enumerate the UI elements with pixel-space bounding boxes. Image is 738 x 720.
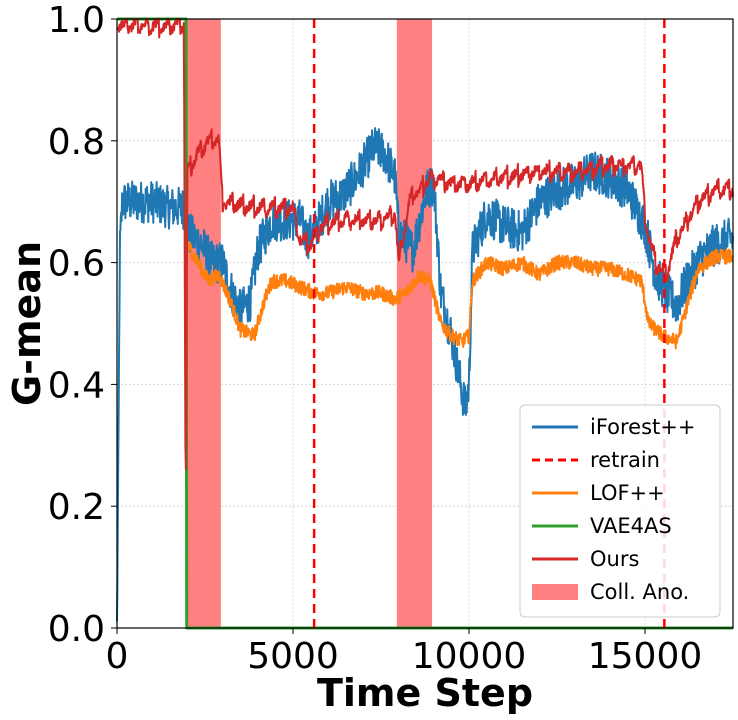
y-tick-label: 0.6 (48, 244, 105, 285)
x-axis-label: Time Step (317, 671, 533, 715)
collective-anomaly-bands (185, 19, 433, 628)
collective-anomaly-band (396, 19, 433, 628)
legend-label: LOF++ (590, 481, 665, 505)
x-tick-label: 0 (106, 636, 129, 677)
legend-box (519, 404, 721, 618)
legend-label: Ours (590, 547, 639, 571)
x-tick-label: 10000 (412, 636, 527, 677)
legend-label: iForest++ (590, 415, 695, 439)
legend-swatch (532, 584, 578, 600)
y-tick-label: 0.0 (48, 609, 105, 650)
x-tick-label: 15000 (588, 636, 703, 677)
collective-anomaly-band (185, 19, 221, 628)
y-tick-label: 0.4 (48, 365, 105, 406)
x-axis-ticks: 0 5000 10000 15000 (106, 628, 703, 677)
retrain-lines (312, 19, 666, 628)
y-axis-label: G-mean (5, 241, 49, 406)
plot-frame (116, 18, 734, 629)
series-line-iforest (116, 127, 734, 622)
legend: iForest++ retrain LOF++ VAE4AS Ours Coll. Ano… (519, 404, 721, 618)
legend-label: VAE4AS (590, 514, 672, 538)
legend-label: Coll. Ano. (590, 580, 689, 604)
legend-label: retrain (590, 448, 660, 472)
x-tick-label: 5000 (247, 636, 339, 677)
y-tick-label: 0.8 (48, 122, 105, 163)
series-line-lof (186, 241, 734, 350)
y-axis-ticks: 0.0 0.2 0.4 0.6 0.8 1.0 (48, 0, 117, 650)
y-tick-label: 0.2 (48, 487, 105, 528)
y-tick-label: 1.0 (48, 0, 105, 41)
series-line-ours (116, 18, 734, 471)
